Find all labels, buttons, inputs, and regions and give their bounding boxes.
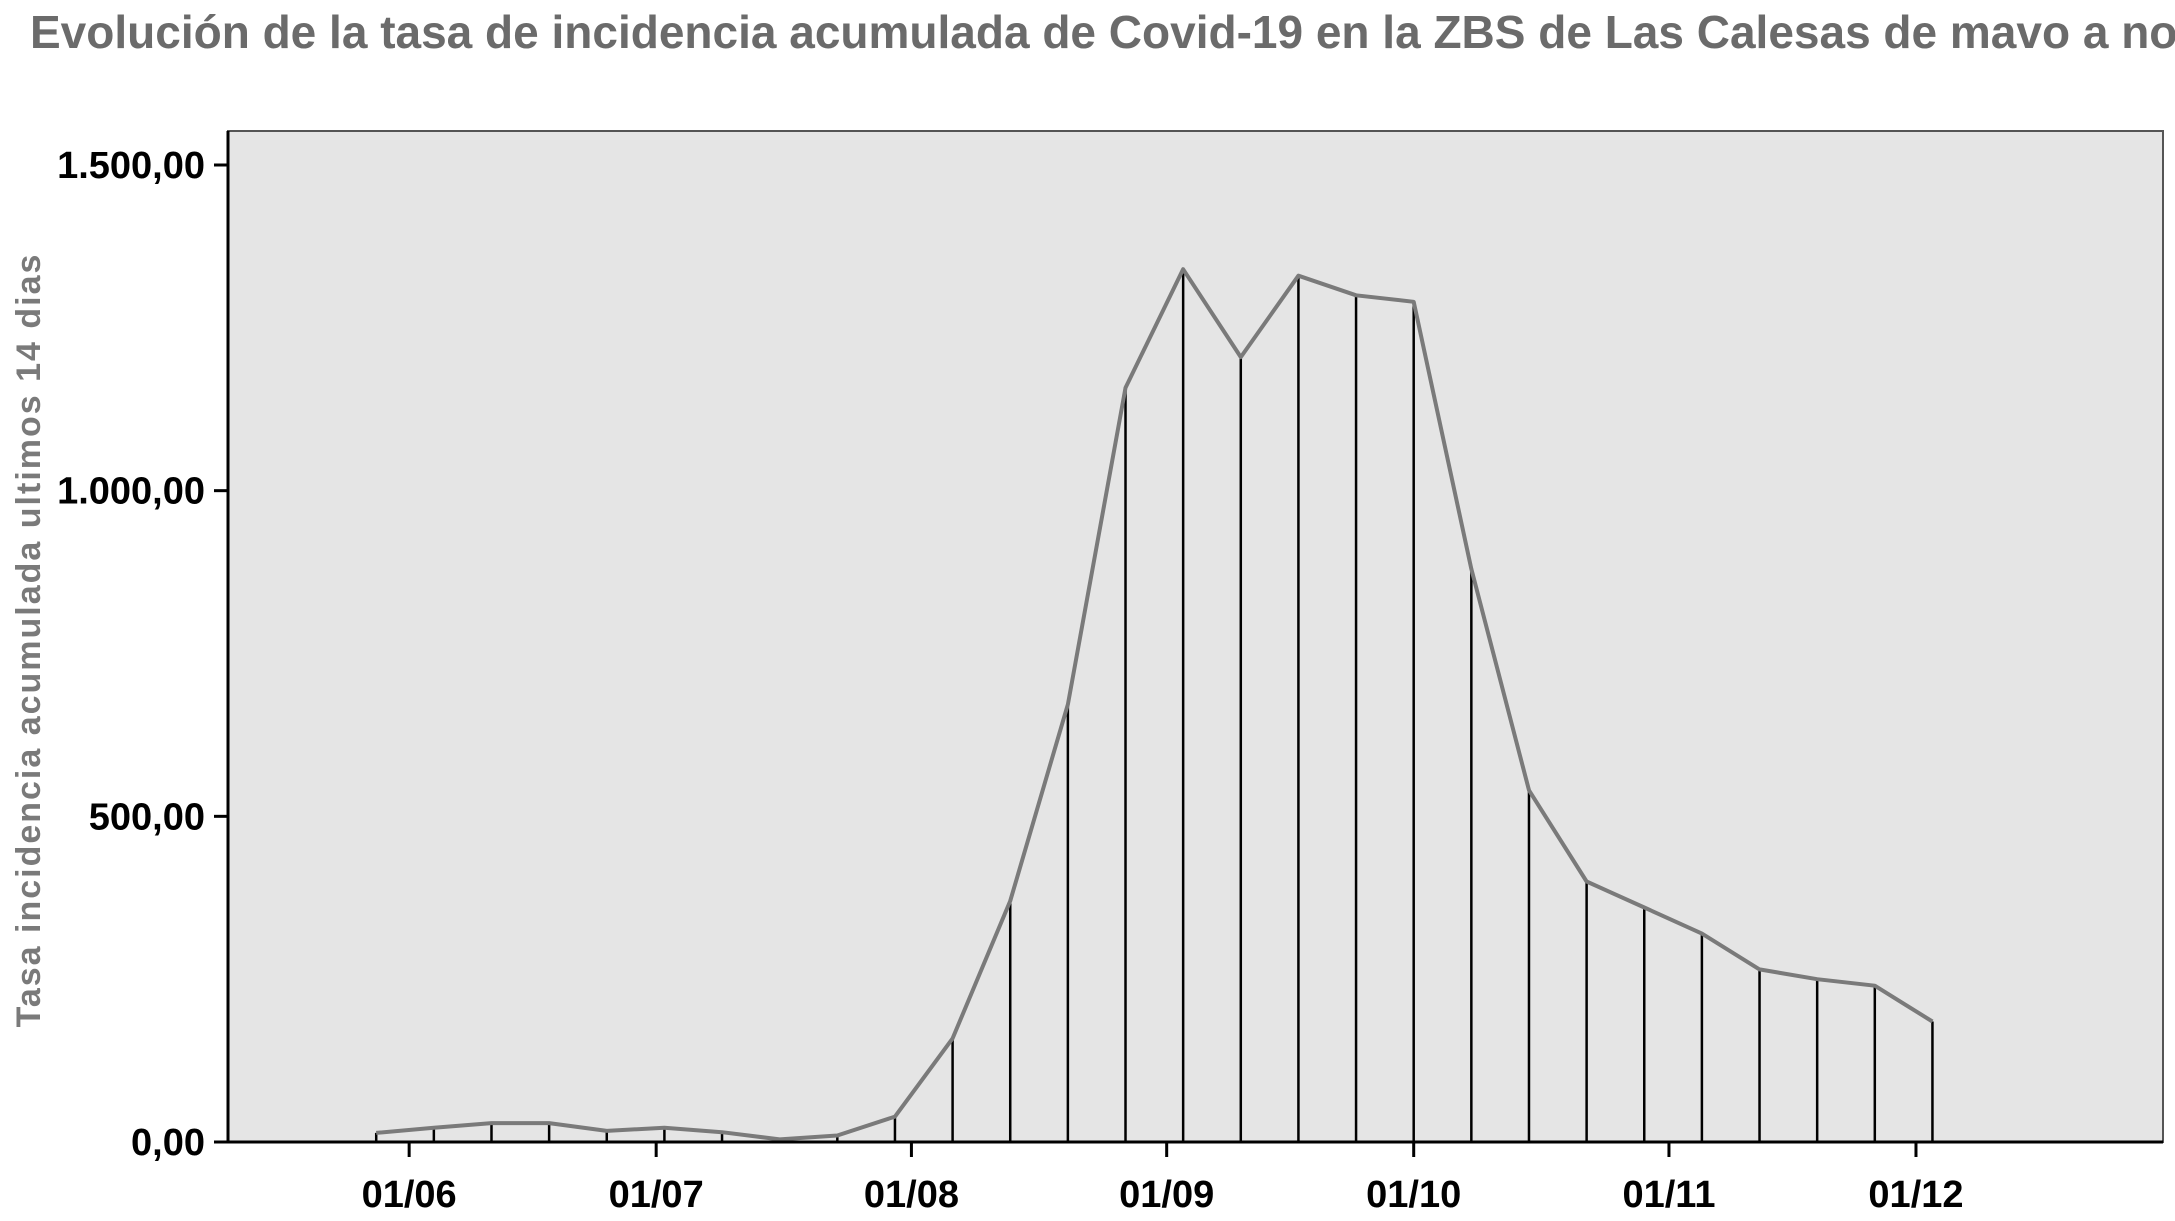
y-tick-label: 0,00 — [131, 1122, 205, 1164]
y-tick-label: 1.000,00 — [57, 471, 205, 513]
x-tick-label: 01/12 — [1868, 1174, 1963, 1216]
axes — [226, 131, 2163, 1144]
drop-lines — [374, 269, 1934, 1142]
x-tick-label: 01/07 — [609, 1174, 704, 1216]
x-tick-label: 01/08 — [864, 1174, 959, 1216]
series-line — [376, 267, 1934, 1142]
x-tick-label: 01/10 — [1366, 1174, 1461, 1216]
y-tick-label: 500,00 — [89, 796, 205, 838]
y-tick-label: 1.500,00 — [57, 145, 205, 187]
x-tick-label: 01/11 — [1622, 1174, 1715, 1216]
x-tick-label: 01/09 — [1119, 1174, 1214, 1216]
y-axis-ticks: 0,00 500,00 1.000,00 1.500,00 — [57, 145, 228, 1164]
x-tick-label: 01/06 — [362, 1174, 457, 1216]
y-axis-title: Tasa incidencia acumulada ultimos 14 dia… — [10, 253, 48, 1028]
x-axis-ticks: 01/06 01/07 01/08 01/09 01/10 01/11 01/12 — [362, 1142, 1964, 1216]
chart-title: Evolución de la tasa de incidencia acumu… — [30, 6, 2175, 58]
plot-area — [227, 130, 2164, 1143]
